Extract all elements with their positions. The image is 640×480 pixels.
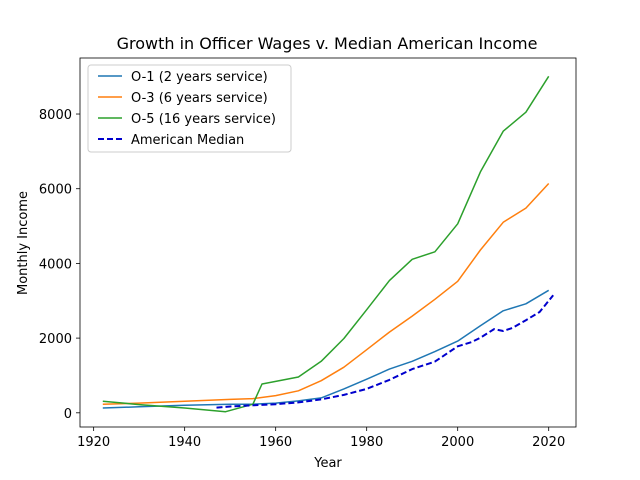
x-tick-label: 1960 — [259, 435, 292, 450]
x-axis: 1920 1940 1960 1980 2000 2020 — [77, 427, 565, 450]
y-tick-label: 6000 — [39, 183, 72, 198]
legend-label: O-1 (2 years service) — [131, 70, 268, 85]
legend-label: O-3 (6 years service) — [131, 91, 268, 106]
series-line-2 — [102, 182, 550, 405]
y-axis-label: Monthly Income — [16, 191, 31, 295]
x-tick-label: 2020 — [532, 435, 565, 450]
y-tick-label: 8000 — [39, 108, 72, 123]
y-tick-label: 4000 — [39, 257, 72, 272]
legend-label: O-5 (16 years service) — [131, 112, 276, 127]
y-axis: 0 2000 4000 6000 8000 — [39, 108, 80, 422]
x-tick-label: 2000 — [441, 435, 474, 450]
legend: O-1 (2 years service) O-3 (6 years servic… — [87, 64, 292, 153]
chart-title: Growth in Officer Wages v. Median Americ… — [117, 34, 538, 53]
x-tick-label: 1920 — [77, 435, 110, 450]
y-tick-label: 2000 — [39, 332, 72, 347]
series-line-4 — [216, 294, 554, 409]
y-tick-label: 0 — [64, 407, 72, 422]
legend-label: American Median — [131, 133, 244, 148]
x-axis-label: Year — [313, 456, 342, 471]
series-line-3 — [102, 75, 550, 413]
series-layer — [102, 75, 554, 413]
legend-box — [87, 64, 292, 153]
x-tick-label: 1940 — [168, 435, 201, 450]
series-line-1 — [102, 289, 550, 409]
x-tick-label: 1980 — [350, 435, 383, 450]
